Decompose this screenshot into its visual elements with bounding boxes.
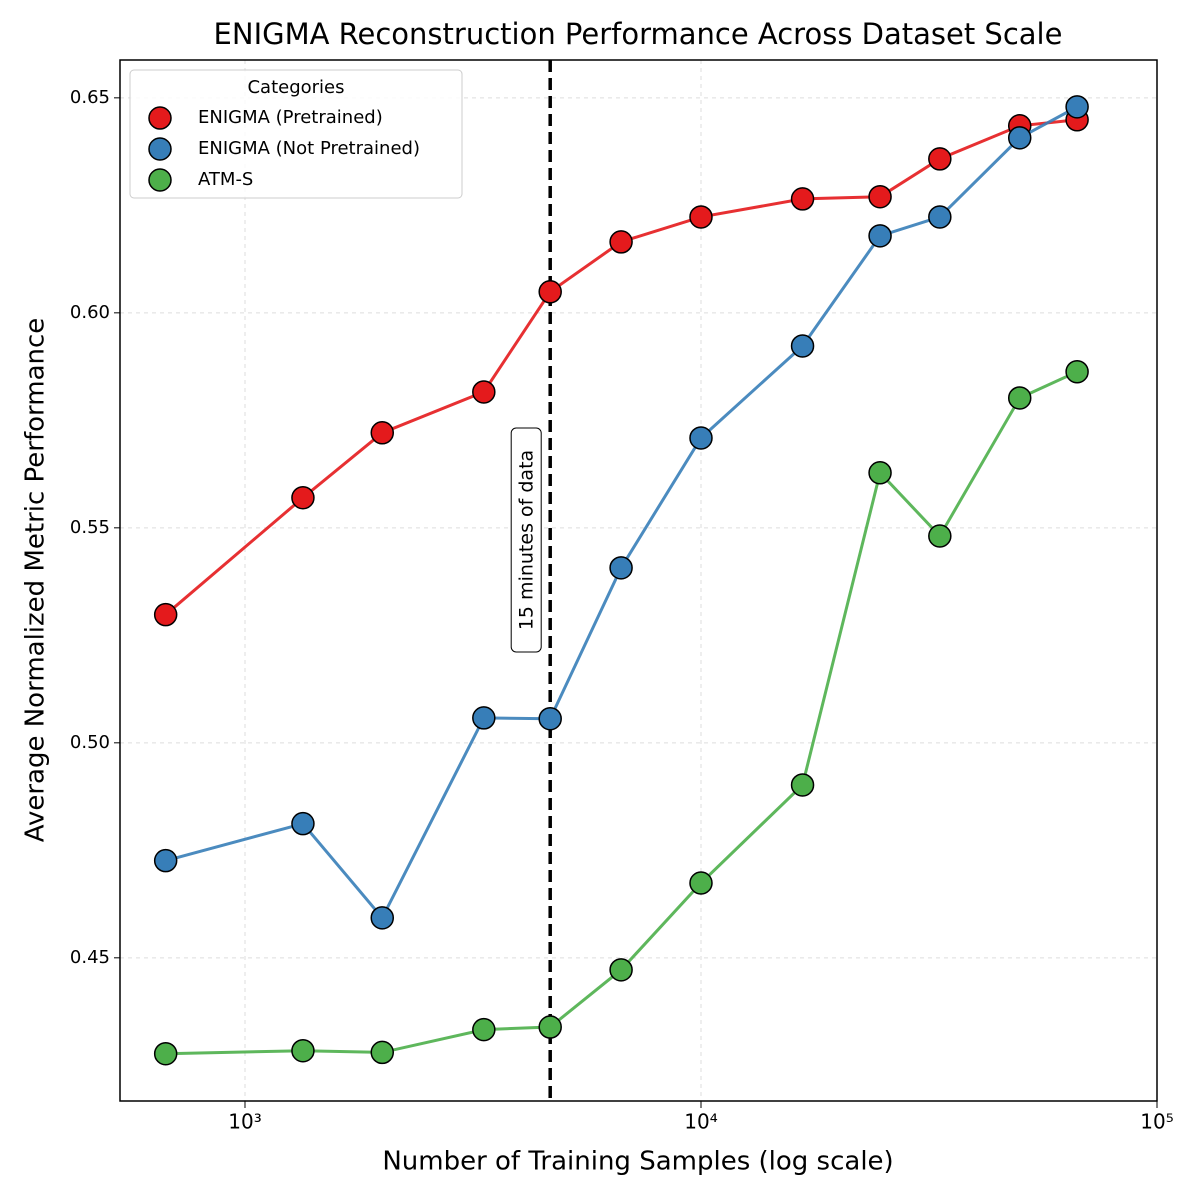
legend-label: ATM-S [198, 169, 253, 190]
data-point [1007, 386, 1032, 410]
data-point [370, 1040, 395, 1065]
data-point [609, 230, 633, 254]
data-point [1065, 359, 1089, 384]
data-point [868, 224, 892, 248]
annotation-box [510, 427, 542, 653]
data-point [538, 706, 562, 731]
data-point [609, 958, 633, 982]
plot-frame [119, 59, 1158, 1102]
data-point [1007, 126, 1032, 150]
data-point [538, 280, 562, 304]
series-line [165, 105, 1078, 921]
y-tick-label: 0.60 [70, 302, 110, 323]
annotation: 15 minutes of data [510, 427, 542, 653]
data-point [928, 205, 952, 229]
data-point [928, 147, 952, 171]
data-point [689, 205, 713, 229]
data-point [472, 706, 496, 730]
legend-marker [148, 168, 172, 192]
y-tick-label: 0.65 [70, 87, 110, 108]
data-point [790, 187, 815, 211]
annotation-text: 15 minutes of data [516, 450, 538, 630]
data-point [609, 556, 633, 580]
data-point [291, 811, 315, 836]
series-line [165, 370, 1078, 1056]
x-axis-label: Number of Training Samples (log scale) [382, 1147, 893, 1177]
data-point [689, 426, 713, 450]
data-point [153, 848, 178, 873]
legend-box [129, 69, 463, 199]
data-point [370, 906, 395, 930]
data-point [790, 773, 815, 797]
data-point [153, 602, 178, 627]
series-line [164, 118, 1078, 616]
y-tick-label: 0.45 [70, 947, 110, 968]
data-point [928, 524, 952, 548]
data-point [868, 184, 892, 209]
data-point [291, 1038, 315, 1063]
data-point [153, 1041, 178, 1066]
data-point [472, 380, 496, 404]
data-point [538, 1015, 562, 1039]
y-tick-label: 0.55 [70, 517, 110, 538]
data-point [1065, 95, 1089, 119]
legend-label: ENIGMA (Not Pretrained) [198, 138, 420, 159]
chart-title: ENIGMA Reconstruction Performance Across… [214, 17, 1063, 51]
legend-marker [148, 137, 172, 161]
data-point [689, 871, 713, 895]
x-tick-label: 10⁵ [1140, 1110, 1173, 1134]
data-point [868, 461, 892, 485]
data-point [370, 421, 395, 445]
legend-label: ENIGMA (Pretrained) [198, 107, 383, 128]
legend-marker [148, 106, 172, 130]
data-point [291, 485, 315, 510]
y-axis-label: Average Normalized Metric Performance [21, 318, 51, 843]
y-tick-label: 0.50 [70, 732, 110, 753]
x-tick-label: 10³ [228, 1110, 261, 1134]
data-point [472, 1017, 496, 1042]
x-tick-label: 10⁴ [684, 1110, 717, 1134]
legend-title: Categories [247, 77, 344, 98]
data-point [790, 334, 815, 358]
